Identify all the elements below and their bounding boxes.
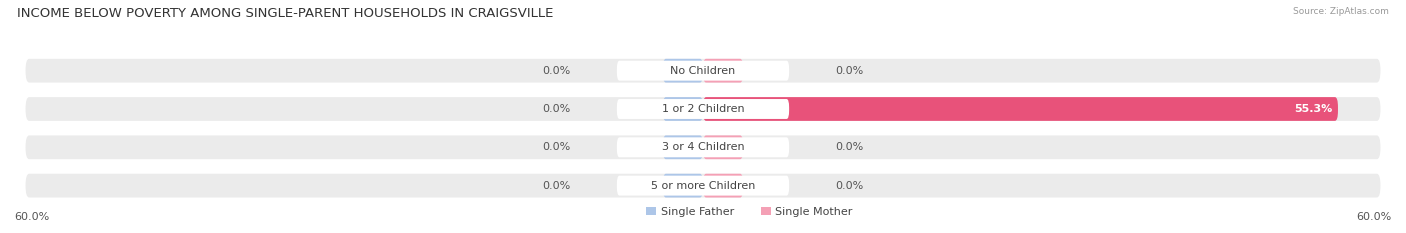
FancyBboxPatch shape xyxy=(703,174,744,198)
Text: Source: ZipAtlas.com: Source: ZipAtlas.com xyxy=(1294,7,1389,16)
FancyBboxPatch shape xyxy=(617,61,789,81)
FancyBboxPatch shape xyxy=(25,59,1381,82)
Text: Single Father: Single Father xyxy=(661,207,734,217)
Text: 55.3%: 55.3% xyxy=(1294,104,1333,114)
FancyBboxPatch shape xyxy=(25,174,1381,198)
FancyBboxPatch shape xyxy=(25,135,1381,159)
Text: No Children: No Children xyxy=(671,66,735,76)
Text: 1 or 2 Children: 1 or 2 Children xyxy=(662,104,744,114)
FancyBboxPatch shape xyxy=(617,176,789,195)
FancyBboxPatch shape xyxy=(25,97,1381,121)
Text: 0.0%: 0.0% xyxy=(835,142,863,152)
Text: 0.0%: 0.0% xyxy=(543,66,571,76)
FancyBboxPatch shape xyxy=(662,97,703,121)
FancyBboxPatch shape xyxy=(617,137,789,157)
FancyBboxPatch shape xyxy=(703,135,744,159)
Text: 60.0%: 60.0% xyxy=(14,212,49,222)
FancyBboxPatch shape xyxy=(662,59,703,82)
FancyBboxPatch shape xyxy=(703,97,1339,121)
Text: Single Mother: Single Mother xyxy=(775,207,852,217)
Text: 0.0%: 0.0% xyxy=(835,66,863,76)
Text: 0.0%: 0.0% xyxy=(543,142,571,152)
FancyBboxPatch shape xyxy=(662,174,703,198)
Text: 60.0%: 60.0% xyxy=(1357,212,1392,222)
Text: 0.0%: 0.0% xyxy=(835,181,863,191)
Text: 3 or 4 Children: 3 or 4 Children xyxy=(662,142,744,152)
Text: 5 or more Children: 5 or more Children xyxy=(651,181,755,191)
Text: 0.0%: 0.0% xyxy=(543,181,571,191)
Text: INCOME BELOW POVERTY AMONG SINGLE-PARENT HOUSEHOLDS IN CRAIGSVILLE: INCOME BELOW POVERTY AMONG SINGLE-PARENT… xyxy=(17,7,553,20)
FancyBboxPatch shape xyxy=(703,59,744,82)
FancyBboxPatch shape xyxy=(662,135,703,159)
Text: 0.0%: 0.0% xyxy=(543,104,571,114)
FancyBboxPatch shape xyxy=(617,99,789,119)
